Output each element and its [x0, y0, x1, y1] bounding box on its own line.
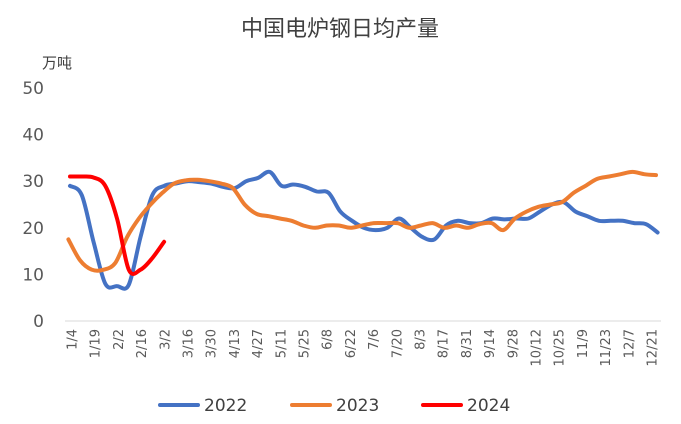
- x-tick-label: 4/27: [251, 329, 266, 358]
- y-tick-label: 50: [22, 79, 44, 99]
- chart-title: 中国电炉钢日均产量: [241, 17, 439, 42]
- x-tick-label: 5/25: [298, 329, 313, 358]
- x-tick-label: 8/17: [437, 329, 452, 358]
- x-tick-label: 3/16: [182, 329, 197, 358]
- x-tick-label: 6/22: [344, 329, 359, 358]
- y-tick-label: 0: [33, 312, 44, 332]
- x-tick-label: 8/3: [414, 329, 429, 350]
- x-tick-label: 4/13: [228, 329, 243, 358]
- x-tick-label: 10/12: [530, 329, 545, 366]
- x-tick-label: 6/8: [321, 329, 336, 350]
- x-tick-label: 2/2: [112, 329, 127, 350]
- legend: 2022 2023 2024: [158, 396, 510, 416]
- series-layer: [66, 169, 660, 291]
- x-tick-label: 7/20: [390, 329, 405, 358]
- x-tick-label: 12/21: [646, 329, 661, 366]
- y-axis-ticks: 0 10 20 30 40 50: [22, 79, 44, 332]
- x-tick-label: 5/11: [274, 329, 289, 358]
- x-tick-label: 3/30: [205, 329, 220, 358]
- x-tick-label: 7/6: [367, 329, 382, 350]
- legend-label-2022: 2022: [204, 396, 247, 416]
- x-tick-label: 10/25: [553, 329, 568, 366]
- x-tick-label: 1/4: [66, 329, 81, 350]
- x-tick-label: 11/9: [576, 329, 591, 358]
- y-tick-label: 10: [22, 265, 44, 285]
- x-tick-label: 11/23: [599, 329, 614, 366]
- y-tick-label: 20: [22, 219, 44, 239]
- x-tick-label: 9/14: [483, 329, 498, 358]
- x-tick-label: 12/7: [622, 329, 637, 358]
- legend-label-2023: 2023: [336, 396, 379, 416]
- y-tick-label: 30: [22, 172, 44, 192]
- x-tick-label: 1/19: [89, 329, 104, 358]
- x-tick-label: 3/2: [158, 329, 173, 350]
- legend-label-2024: 2024: [467, 396, 510, 416]
- x-axis-ticks: 1/4 1/19 2/2 2/16 3/2 3/16 3/30 4/13 4/27 5/11 5/2…: [66, 329, 661, 366]
- series-line-2024: [68, 174, 167, 276]
- x-tick-label: 2/16: [135, 329, 150, 358]
- x-tick-label: 9/28: [506, 329, 521, 358]
- series-line-2022: [68, 169, 660, 291]
- series-line-2023: [66, 169, 658, 273]
- x-tick-label: 8/31: [460, 329, 475, 358]
- y-axis-unit-label: 万吨: [42, 54, 72, 72]
- y-tick-label: 40: [22, 126, 44, 146]
